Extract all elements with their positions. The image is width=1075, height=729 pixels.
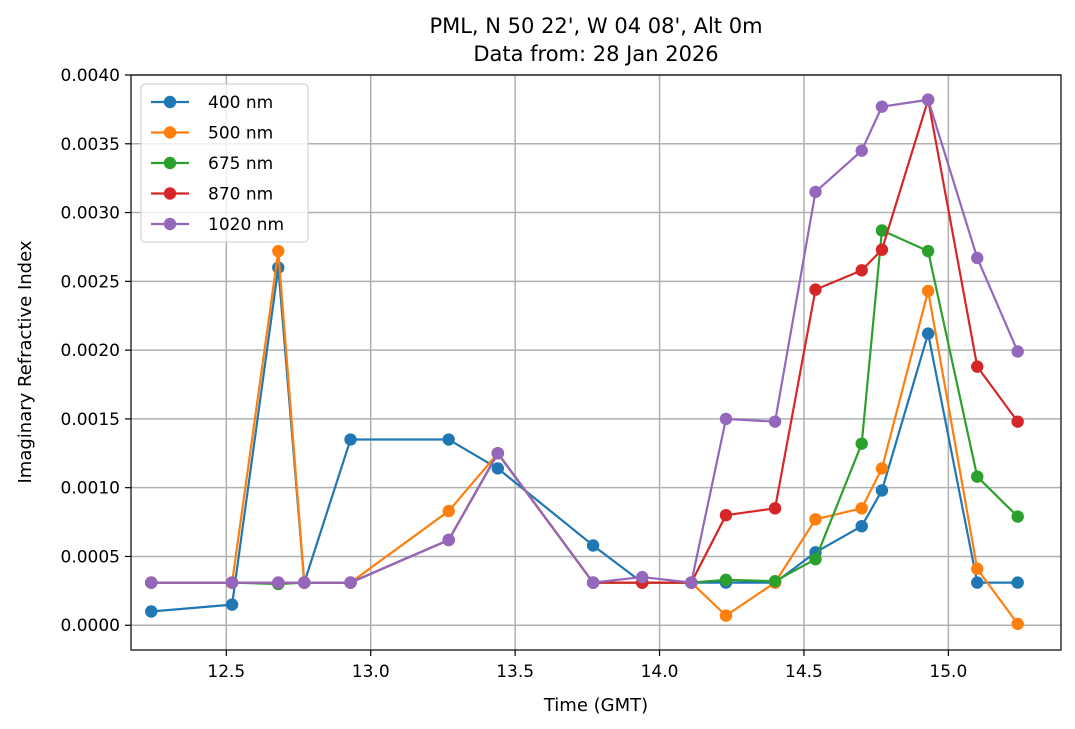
legend-label-1020-nm: 1020 nm: [208, 215, 284, 235]
y-tick-label: 0.0000: [61, 616, 120, 636]
data-point-675-nm: [809, 553, 822, 566]
y-tick-label: 0.0015: [61, 410, 120, 430]
data-point-500-nm: [809, 513, 822, 526]
data-point-870-nm: [855, 264, 868, 277]
data-point-400-nm: [344, 433, 357, 446]
series-line-400-nm: [151, 266, 1018, 613]
data-point-500-nm: [442, 504, 455, 518]
data-point-870-nm: [809, 283, 822, 296]
data-point-500-nm: [875, 462, 889, 475]
data-point-870-nm: [971, 360, 984, 373]
y-tick-label: 0.0040: [61, 66, 120, 86]
data-point-1020-nm: [921, 93, 935, 106]
data-point-1020-nm: [855, 144, 868, 157]
chart-title: PML, N 50 22', W 04 08', Alt 0m: [429, 14, 762, 38]
data-point-1020-nm: [272, 576, 285, 589]
data-point-500-nm: [971, 562, 984, 576]
data-point-400-nm: [1011, 576, 1024, 589]
data-point-400-nm: [855, 519, 868, 533]
data-point-500-nm: [719, 609, 733, 622]
data-point-500-nm: [1011, 617, 1024, 631]
y-tick-label: 0.0005: [61, 547, 120, 567]
data-point-1020-nm: [491, 447, 505, 460]
data-point-1020-nm: [636, 570, 649, 584]
series-1020-nm: [145, 93, 1024, 589]
legend-label-400-nm: 400 nm: [208, 93, 273, 113]
axis-ticks: 12.5 13.0 13.5 14.0 14.5 15.0 0.0000 0.0005 0.00…: [61, 66, 968, 682]
data-point-1020-nm: [809, 185, 822, 199]
data-point-675-nm: [768, 575, 782, 588]
data-point-400-nm: [875, 484, 889, 497]
series-400-nm: [145, 261, 1024, 618]
data-point-1020-nm: [344, 576, 357, 589]
data-point-1020-nm: [145, 576, 158, 589]
data-point-500-nm: [272, 244, 285, 258]
x-tick-label: 13.0: [352, 662, 390, 682]
data-point-870-nm: [768, 502, 782, 515]
x-tick-label: 15.0: [929, 662, 967, 682]
y-tick-label: 0.0020: [61, 341, 120, 361]
y-tick-label: 0.0010: [61, 479, 120, 499]
legend-marker-500-nm: [163, 126, 177, 139]
data-point-500-nm: [921, 284, 935, 298]
y-tick-label: 0.0025: [61, 272, 120, 292]
data-point-400-nm: [491, 462, 505, 475]
series-lines: [145, 93, 1024, 631]
x-tick-label: 12.5: [207, 662, 245, 682]
legend-marker-675-nm: [163, 156, 177, 170]
data-point-1020-nm: [971, 251, 984, 265]
data-point-1020-nm: [1011, 345, 1024, 358]
x-tick-label: 13.5: [496, 662, 534, 682]
y-tick-label: 0.0030: [61, 204, 120, 224]
data-point-400-nm: [225, 598, 239, 611]
legend-label-500-nm: 500 nm: [208, 124, 273, 144]
chart-subtitle: Data from: 28 Jan 2026: [473, 42, 718, 66]
data-point-870-nm: [875, 243, 889, 256]
data-point-400-nm: [442, 433, 455, 446]
data-point-1020-nm: [768, 415, 782, 428]
plot-frame: [130, 74, 1062, 651]
data-point-1020-nm: [298, 576, 311, 589]
data-point-675-nm: [1011, 510, 1024, 523]
data-point-500-nm: [855, 502, 868, 515]
data-point-1020-nm: [442, 533, 455, 547]
legend-marker-400-nm: [163, 95, 177, 109]
data-point-675-nm: [855, 437, 868, 450]
legend-marker-870-nm: [163, 187, 177, 200]
data-point-400-nm: [145, 605, 158, 618]
data-point-1020-nm: [875, 100, 889, 113]
data-point-400-nm: [921, 327, 935, 340]
legend-marker-1020-nm: [163, 217, 177, 231]
data-point-1020-nm: [586, 576, 600, 589]
x-tick-label: 14.5: [785, 662, 823, 682]
data-point-1020-nm: [685, 576, 698, 589]
data-point-675-nm: [971, 470, 984, 483]
data-point-675-nm: [719, 573, 733, 587]
data-point-1020-nm: [225, 576, 239, 589]
data-point-400-nm: [971, 576, 984, 589]
data-point-675-nm: [921, 244, 935, 258]
legend-label-675-nm: 675 nm: [208, 154, 273, 174]
y-tick-label: 0.0035: [61, 135, 120, 155]
data-point-400-nm: [586, 539, 600, 552]
data-point-675-nm: [875, 224, 889, 237]
x-axis-label: Time (GMT): [543, 695, 648, 716]
data-point-870-nm: [1011, 415, 1024, 428]
data-point-1020-nm: [719, 412, 733, 426]
x-tick-label: 14.0: [641, 662, 679, 682]
legend-box: [140, 83, 309, 243]
data-point-870-nm: [719, 508, 733, 522]
legend: 400 nm 500 nm 675 nm 870 nm 1020 nm: [140, 83, 309, 243]
y-axis-label: Imaginary Refractive Index: [15, 240, 36, 483]
legend-label-870-nm: 870 nm: [208, 185, 273, 205]
